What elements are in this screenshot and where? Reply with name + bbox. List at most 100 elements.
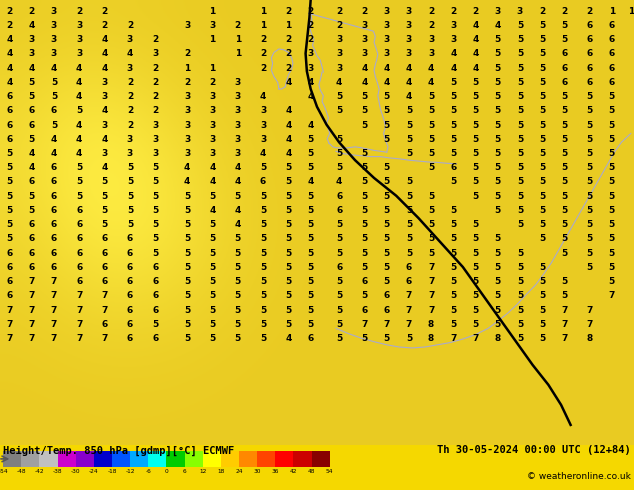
Text: 7: 7 xyxy=(6,334,13,343)
Text: 2: 2 xyxy=(307,7,314,16)
Text: 3: 3 xyxy=(101,149,108,158)
Text: 3: 3 xyxy=(76,35,82,44)
Bar xyxy=(112,451,130,466)
Text: 5: 5 xyxy=(209,248,216,258)
Text: 2: 2 xyxy=(260,64,266,73)
Text: 4: 4 xyxy=(406,64,412,73)
Text: 5: 5 xyxy=(184,248,190,258)
Text: 5: 5 xyxy=(361,206,368,215)
Text: 3: 3 xyxy=(235,149,241,158)
Text: 5: 5 xyxy=(495,64,501,73)
Text: 6: 6 xyxy=(183,469,186,474)
Text: 5: 5 xyxy=(260,163,266,172)
Text: 5: 5 xyxy=(586,163,593,172)
Bar xyxy=(130,451,148,466)
Text: 30: 30 xyxy=(254,469,261,474)
Text: 5: 5 xyxy=(517,163,523,172)
Text: 7: 7 xyxy=(406,306,412,315)
Text: 5: 5 xyxy=(184,206,190,215)
Text: 2: 2 xyxy=(6,21,13,30)
Text: 5: 5 xyxy=(450,234,456,244)
Text: 6: 6 xyxy=(561,64,567,73)
Text: 5: 5 xyxy=(539,49,545,58)
Text: 3: 3 xyxy=(184,121,190,129)
Text: 6: 6 xyxy=(127,277,133,286)
Text: 3: 3 xyxy=(152,121,158,129)
Text: 5: 5 xyxy=(336,334,342,343)
Text: 48: 48 xyxy=(307,469,315,474)
Text: 5: 5 xyxy=(209,263,216,272)
Text: 5: 5 xyxy=(450,277,456,286)
Text: 5: 5 xyxy=(235,277,241,286)
Text: 4: 4 xyxy=(29,21,35,30)
Text: 5: 5 xyxy=(539,177,545,187)
Text: 7: 7 xyxy=(6,320,13,329)
Text: 5: 5 xyxy=(472,149,479,158)
Text: 5: 5 xyxy=(539,292,545,300)
Bar xyxy=(239,451,257,466)
Text: 7: 7 xyxy=(561,306,567,315)
Text: 5: 5 xyxy=(561,106,567,115)
Text: 3: 3 xyxy=(307,49,314,58)
Text: 5: 5 xyxy=(361,234,368,244)
Text: 5: 5 xyxy=(152,177,158,187)
Bar xyxy=(221,451,239,466)
Text: 5: 5 xyxy=(260,248,266,258)
Text: 5: 5 xyxy=(384,334,390,343)
Text: 5: 5 xyxy=(472,78,479,87)
Text: 5: 5 xyxy=(539,163,545,172)
Text: 3: 3 xyxy=(127,35,133,44)
Text: 3: 3 xyxy=(517,7,523,16)
Text: 5: 5 xyxy=(517,292,523,300)
Text: 5: 5 xyxy=(472,220,479,229)
Text: 5: 5 xyxy=(539,334,545,343)
Text: 4: 4 xyxy=(101,35,108,44)
Text: 5: 5 xyxy=(152,220,158,229)
Text: 5: 5 xyxy=(517,277,523,286)
Text: 3: 3 xyxy=(209,21,216,30)
Text: 6: 6 xyxy=(336,206,342,215)
Text: -6: -6 xyxy=(145,469,151,474)
Text: 5: 5 xyxy=(586,192,593,201)
Text: 5: 5 xyxy=(285,234,292,244)
Text: 2: 2 xyxy=(586,7,593,16)
Text: 5: 5 xyxy=(517,149,523,158)
Text: 6: 6 xyxy=(29,263,35,272)
Text: 6: 6 xyxy=(127,292,133,300)
Text: 4: 4 xyxy=(51,149,57,158)
Text: 5: 5 xyxy=(539,263,545,272)
Text: 5: 5 xyxy=(235,334,241,343)
Bar xyxy=(166,451,184,466)
Text: 6: 6 xyxy=(29,121,35,129)
Text: 5: 5 xyxy=(450,292,456,300)
Text: 5: 5 xyxy=(307,220,314,229)
Text: 5: 5 xyxy=(336,234,342,244)
Text: 5: 5 xyxy=(495,277,501,286)
Text: 7: 7 xyxy=(561,334,567,343)
Text: 5: 5 xyxy=(428,248,434,258)
Text: 3: 3 xyxy=(209,121,216,129)
Text: 6: 6 xyxy=(6,135,13,144)
Text: 5: 5 xyxy=(472,277,479,286)
Text: 5: 5 xyxy=(285,163,292,172)
Text: 5: 5 xyxy=(184,277,190,286)
Text: 3: 3 xyxy=(209,135,216,144)
Text: 6: 6 xyxy=(361,277,368,286)
Text: 6: 6 xyxy=(29,248,35,258)
Text: 7: 7 xyxy=(29,320,35,329)
Text: 5: 5 xyxy=(561,149,567,158)
Text: 5: 5 xyxy=(406,206,412,215)
Text: 5: 5 xyxy=(6,220,13,229)
Text: 5: 5 xyxy=(6,163,13,172)
Text: 3: 3 xyxy=(29,35,35,44)
Text: 5: 5 xyxy=(517,192,523,201)
Text: 5: 5 xyxy=(495,163,501,172)
Text: 6: 6 xyxy=(6,263,13,272)
Text: 5: 5 xyxy=(517,49,523,58)
Text: 3: 3 xyxy=(51,7,57,16)
Text: 5: 5 xyxy=(260,334,266,343)
Text: 3: 3 xyxy=(235,92,241,101)
Text: 3: 3 xyxy=(152,49,158,58)
Text: 4: 4 xyxy=(307,177,314,187)
Text: 5: 5 xyxy=(539,234,545,244)
